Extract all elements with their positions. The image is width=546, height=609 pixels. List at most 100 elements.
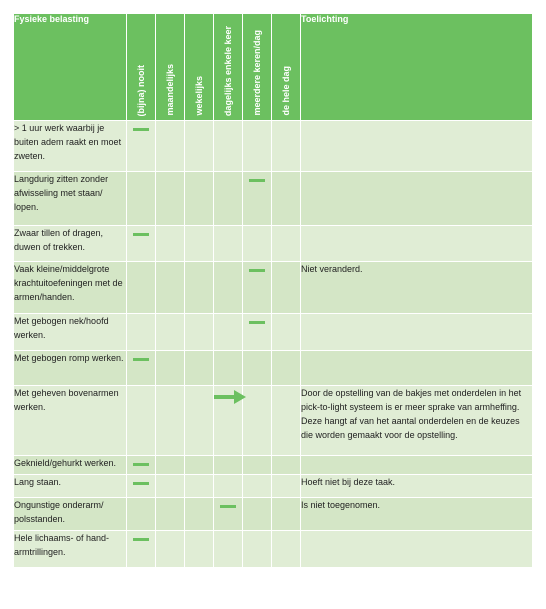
- col-header-wekelijks: wekelijks: [184, 13, 214, 121]
- frequency-cell: [271, 313, 301, 351]
- frequency-cell: [242, 225, 272, 262]
- frequency-cell: [184, 497, 214, 531]
- frequency-cell: [126, 350, 156, 386]
- frequency-cell: [213, 474, 243, 498]
- frequency-cell: [126, 455, 156, 475]
- row-label: Met gebogen romp werken.: [13, 350, 127, 386]
- frequency-mark: [133, 463, 149, 466]
- row-note: [300, 225, 533, 262]
- frequency-cell: [126, 385, 156, 456]
- frequency-cell: [271, 261, 301, 314]
- col-header-dagelijks-enkele-keer: dagelijks enkele keer: [213, 13, 243, 121]
- frequency-cell: [126, 474, 156, 498]
- frequency-cell: [184, 261, 214, 314]
- frequency-cell: [271, 530, 301, 568]
- frequency-cell: [184, 225, 214, 262]
- row-label: Ongunstige onderarm/ polsstanden.: [13, 497, 127, 531]
- frequency-cell: [271, 171, 301, 226]
- frequency-cell: [271, 385, 301, 456]
- frequency-cell: [242, 313, 272, 351]
- frequency-cell: [184, 120, 214, 172]
- frequency-cell: [126, 530, 156, 568]
- frequency-cell: [271, 497, 301, 531]
- table-row: Met geheven bovenarmen werken. Door de op…: [13, 385, 533, 456]
- row-note: Niet veranderd.: [300, 261, 533, 314]
- col-header-maandelijks: maandelijks: [155, 13, 185, 121]
- frequency-cell: [242, 120, 272, 172]
- frequency-cell: [155, 385, 185, 456]
- row-note: [300, 171, 533, 226]
- table-row: Vaak kleine/middelgrote krachtuitoefenin…: [13, 261, 533, 314]
- row-note: Door de opstelling van de bakjes met ond…: [300, 385, 533, 456]
- row-note: [300, 350, 533, 386]
- frequency-cell: [155, 225, 185, 262]
- frequency-cell: [184, 171, 214, 226]
- frequency-cell: [126, 497, 156, 531]
- table-row: Geknield/gehurkt werken.: [13, 455, 533, 475]
- frequency-cell: [184, 455, 214, 475]
- table-row: Ongunstige onderarm/ polsstanden. Is niet…: [13, 497, 533, 531]
- frequency-cell: [155, 455, 185, 475]
- table-row: Hele lichaams- of hand-armtrillingen.: [13, 530, 533, 568]
- frequency-cell: [213, 497, 243, 531]
- row-label: Met gebogen nek/hoofd werken.: [13, 313, 127, 351]
- row-label: Langdurig zitten zonder afwisseling met …: [13, 171, 127, 226]
- frequency-cell: [271, 455, 301, 475]
- frequency-cell: [213, 385, 246, 456]
- frequency-cell: [242, 497, 272, 531]
- frequency-mark: [133, 538, 149, 541]
- table-row: Langdurig zitten zonder afwisseling met …: [13, 171, 533, 226]
- col-header-de-hele-dag: de hele dag: [271, 13, 301, 121]
- frequency-cell: [184, 350, 214, 386]
- frequency-cell: [126, 171, 156, 226]
- frequency-cell: [242, 171, 272, 226]
- table-row: Lang staan. Hoeft niet bij deze taak.: [13, 474, 533, 498]
- table-row: Met gebogen nek/hoofd werken.: [13, 313, 533, 351]
- row-note: Hoeft niet bij deze taak.: [300, 474, 533, 498]
- row-note: [300, 313, 533, 351]
- frequency-cell: [184, 385, 214, 456]
- frequency-mark: [133, 482, 149, 485]
- frequency-cell: [184, 313, 214, 351]
- row-label: Vaak kleine/middelgrote krachtuitoefenin…: [13, 261, 127, 314]
- row-label: Hele lichaams- of hand-armtrillingen.: [13, 530, 127, 568]
- frequency-cell: [126, 225, 156, 262]
- col-header-meerdere-keren-dag: meerdere keren/dag: [242, 13, 272, 121]
- row-label: Zwaar tillen of dragen, duwen of trekken…: [13, 225, 127, 262]
- frequency-cell: [242, 350, 272, 386]
- row-label: Geknield/gehurkt werken.: [13, 455, 127, 475]
- frequency-cell: [271, 120, 301, 172]
- frequency-mark: [249, 321, 265, 324]
- frequency-cell: [213, 225, 243, 262]
- frequency-mark: [133, 128, 149, 131]
- row-note: [300, 530, 533, 568]
- frequency-cell: [242, 530, 272, 568]
- frequency-cell: [155, 530, 185, 568]
- frequency-cell: [271, 474, 301, 498]
- frequency-cell: [242, 474, 272, 498]
- frequency-cell: [155, 350, 185, 386]
- fysieke-belasting-table: Fysieke belasting (bijna) nooit maandeli…: [13, 13, 533, 568]
- frequency-cell: [271, 225, 301, 262]
- col-header-bijna-nooit: (bijna) nooit: [126, 13, 156, 121]
- frequency-mark: [133, 358, 149, 361]
- frequency-cell: [184, 530, 214, 568]
- frequency-cell: [242, 261, 272, 314]
- frequency-mark: [133, 233, 149, 236]
- frequency-cell: [155, 120, 185, 172]
- row-note: [300, 455, 533, 475]
- row-label: Lang staan.: [13, 474, 127, 498]
- frequency-cell: [213, 171, 243, 226]
- frequency-cell: [213, 261, 243, 314]
- frequency-cell: [271, 350, 301, 386]
- frequency-mark: [249, 269, 265, 272]
- table-body: > 1 uur werk waarbij je buiten adem raak…: [13, 120, 533, 568]
- frequency-cell: [126, 313, 156, 351]
- frequency-cell: [213, 455, 243, 475]
- header-row: Fysieke belasting (bijna) nooit maandeli…: [13, 13, 533, 121]
- row-label: Met geheven bovenarmen werken.: [13, 385, 127, 456]
- table-row: > 1 uur werk waarbij je buiten adem raak…: [13, 120, 533, 172]
- frequency-cell: [126, 120, 156, 172]
- col-header-toelichting: Toelichting: [300, 13, 533, 121]
- row-label: > 1 uur werk waarbij je buiten adem raak…: [13, 120, 127, 172]
